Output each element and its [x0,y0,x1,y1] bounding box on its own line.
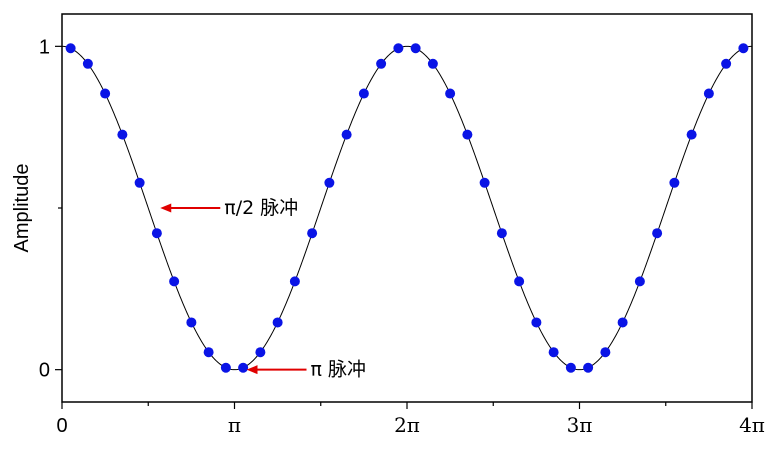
data-point [514,276,525,287]
data-point [686,129,697,140]
data-point [721,58,732,69]
data-point [82,58,93,69]
annotation-arrowhead [246,365,258,375]
y-tick-label: 0 [39,360,50,382]
data-point [393,43,404,54]
data-point [307,228,318,239]
data-point [669,177,680,188]
data-point [134,177,145,188]
data-point [117,129,128,140]
annotation-label: π 脉冲 [311,359,366,381]
data-point [738,43,749,54]
data-point [462,129,473,140]
data-point [169,276,180,287]
x-tick-label: π [228,413,241,437]
annotation-label: π/2 脉冲 [224,197,298,219]
plot-frame [61,13,753,403]
x-tick-label: 2π [394,413,420,437]
data-point [634,276,645,287]
annotations: π/2 脉冲 π 脉冲 [160,197,366,381]
data-point [358,88,369,99]
data-point [496,228,507,239]
data-point [445,88,456,99]
fitted-curve-line [61,45,753,371]
x-tick-label: 3π [567,413,593,437]
axes-ticks [55,45,753,409]
data-point [565,362,576,373]
data-point [203,347,214,358]
data-point [238,362,249,373]
data-point [65,43,76,54]
data-point [600,347,611,358]
data-point [703,88,714,99]
data-point [583,362,594,373]
annotation-arrowhead [160,203,172,213]
data-point [255,347,266,358]
data-point [186,317,197,328]
data-point [272,317,283,328]
data-point [531,317,542,328]
data-point [100,88,111,99]
data-point [220,362,231,373]
data-points [65,43,749,373]
data-point [427,58,438,69]
data-point [479,177,490,188]
data-point [151,228,162,239]
data-point [289,276,300,287]
data-point [324,177,335,188]
y-tick-label: 1 [39,36,50,58]
data-point [410,43,421,54]
tick-labels: 0 π 2π 3π 4π 0 1 [39,36,765,437]
data-point [548,347,559,358]
y-axis-title: Amplitude [11,164,33,253]
data-point [617,317,628,328]
data-point [652,228,663,239]
data-point [341,129,352,140]
x-tick-label: 0 [56,415,67,437]
data-point [376,58,387,69]
x-tick-label: 4π [739,413,765,437]
